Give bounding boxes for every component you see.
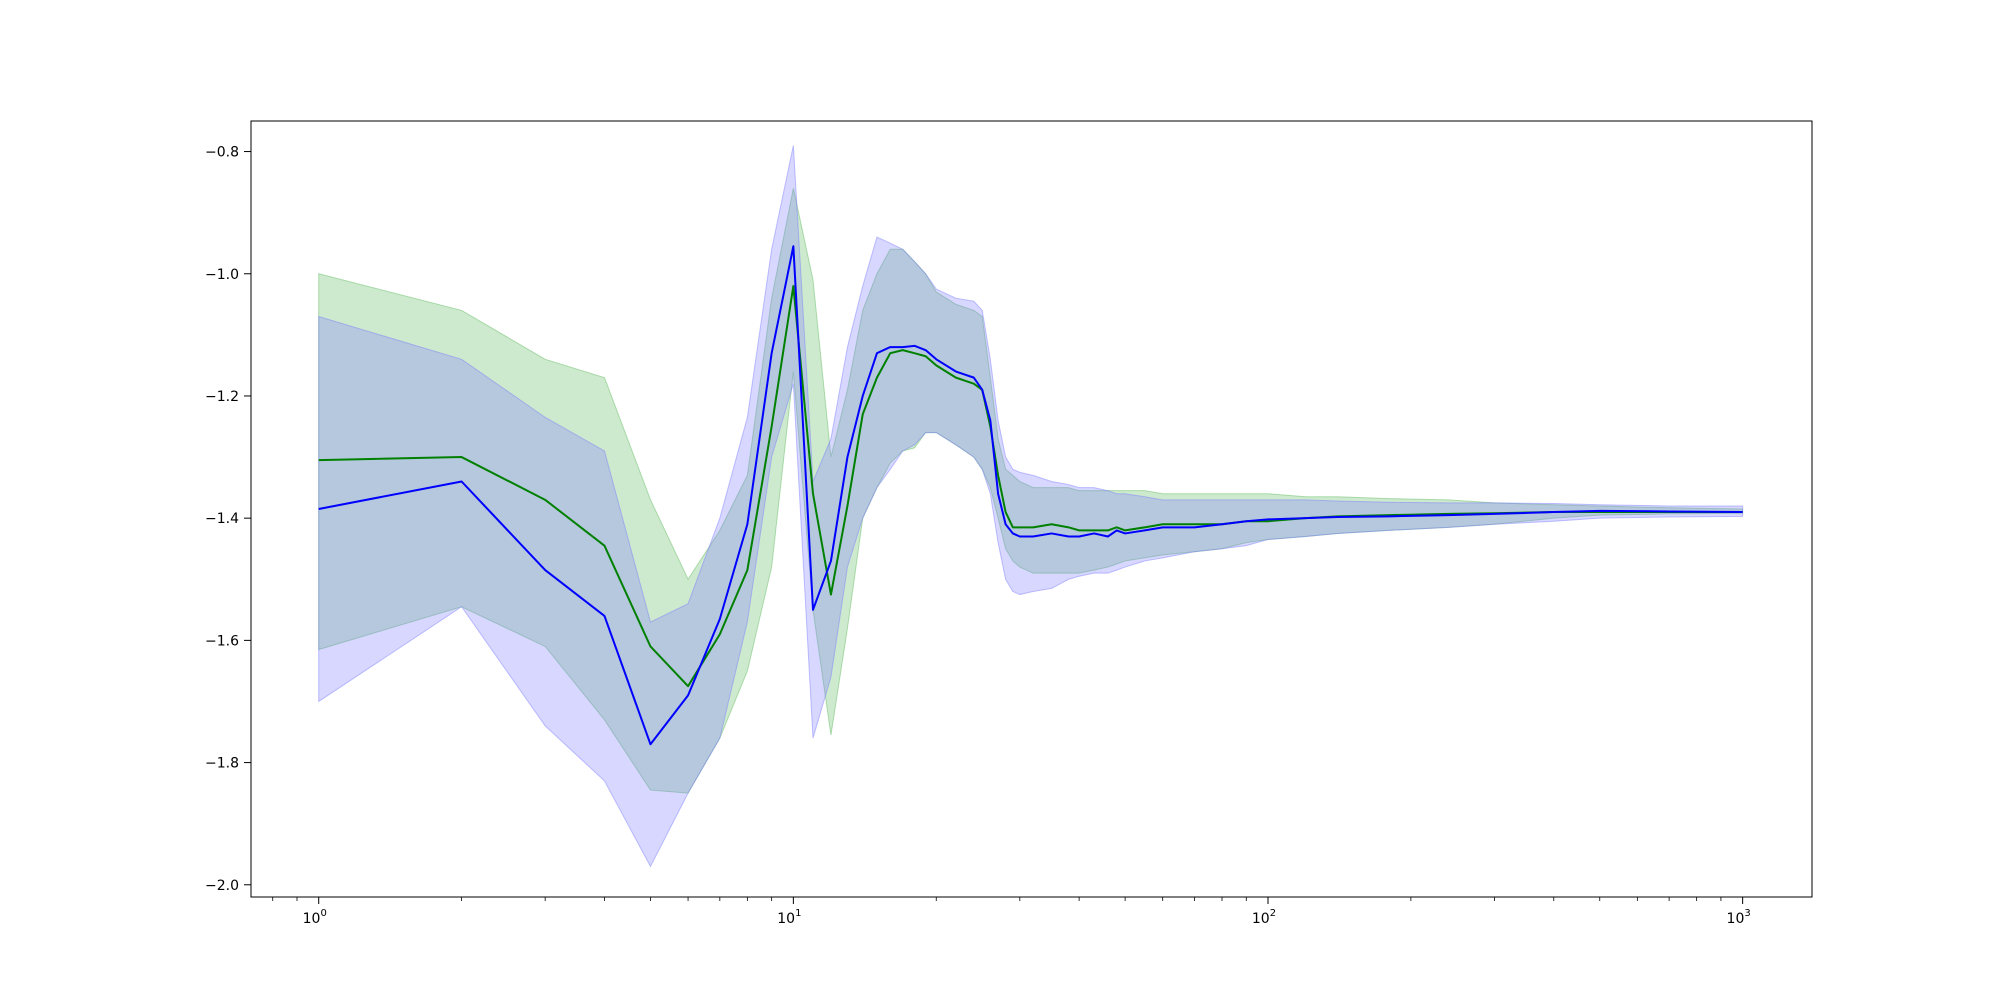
x-tick-base: 10 <box>303 911 321 927</box>
x-tick-exponent: 2 <box>1270 908 1276 919</box>
x-tick-label: 101 <box>777 908 801 927</box>
x-tick-label: 103 <box>1727 908 1751 927</box>
x-tick-base: 10 <box>777 911 795 927</box>
y-tick-label: −2.0 <box>205 878 239 894</box>
series-1-band <box>318 145 1744 868</box>
x-tick-exponent: 1 <box>795 908 801 919</box>
series-1-line <box>318 245 1743 746</box>
confidence-bands <box>318 145 1744 868</box>
y-tick-label: −1.2 <box>205 389 239 405</box>
y-tick-label: −1.8 <box>205 756 239 772</box>
x-tick-exponent: 0 <box>320 908 326 919</box>
series-lines <box>318 245 1743 746</box>
x-tick-base: 10 <box>1252 911 1270 927</box>
y-axis: −0.8 −1.0 −1.2 −1.4 −1.6 −1.8 −2.0 <box>205 145 251 894</box>
plot-background <box>251 121 1812 897</box>
x-tick-base: 10 <box>1727 911 1745 927</box>
x-tick-label: 102 <box>1252 908 1276 927</box>
y-tick-label: −1.0 <box>205 267 239 283</box>
y-tick-label: −1.6 <box>205 633 239 649</box>
plot-frame <box>250 120 1813 898</box>
x-tick-exponent: 3 <box>1744 908 1750 919</box>
y-tick-label: −1.4 <box>205 511 239 527</box>
x-axis: 100 101 102 103 <box>272 897 1751 927</box>
y-tick-label: −0.8 <box>205 145 239 161</box>
series-0-band <box>318 188 1744 794</box>
x-tick-label: 100 <box>303 908 327 927</box>
